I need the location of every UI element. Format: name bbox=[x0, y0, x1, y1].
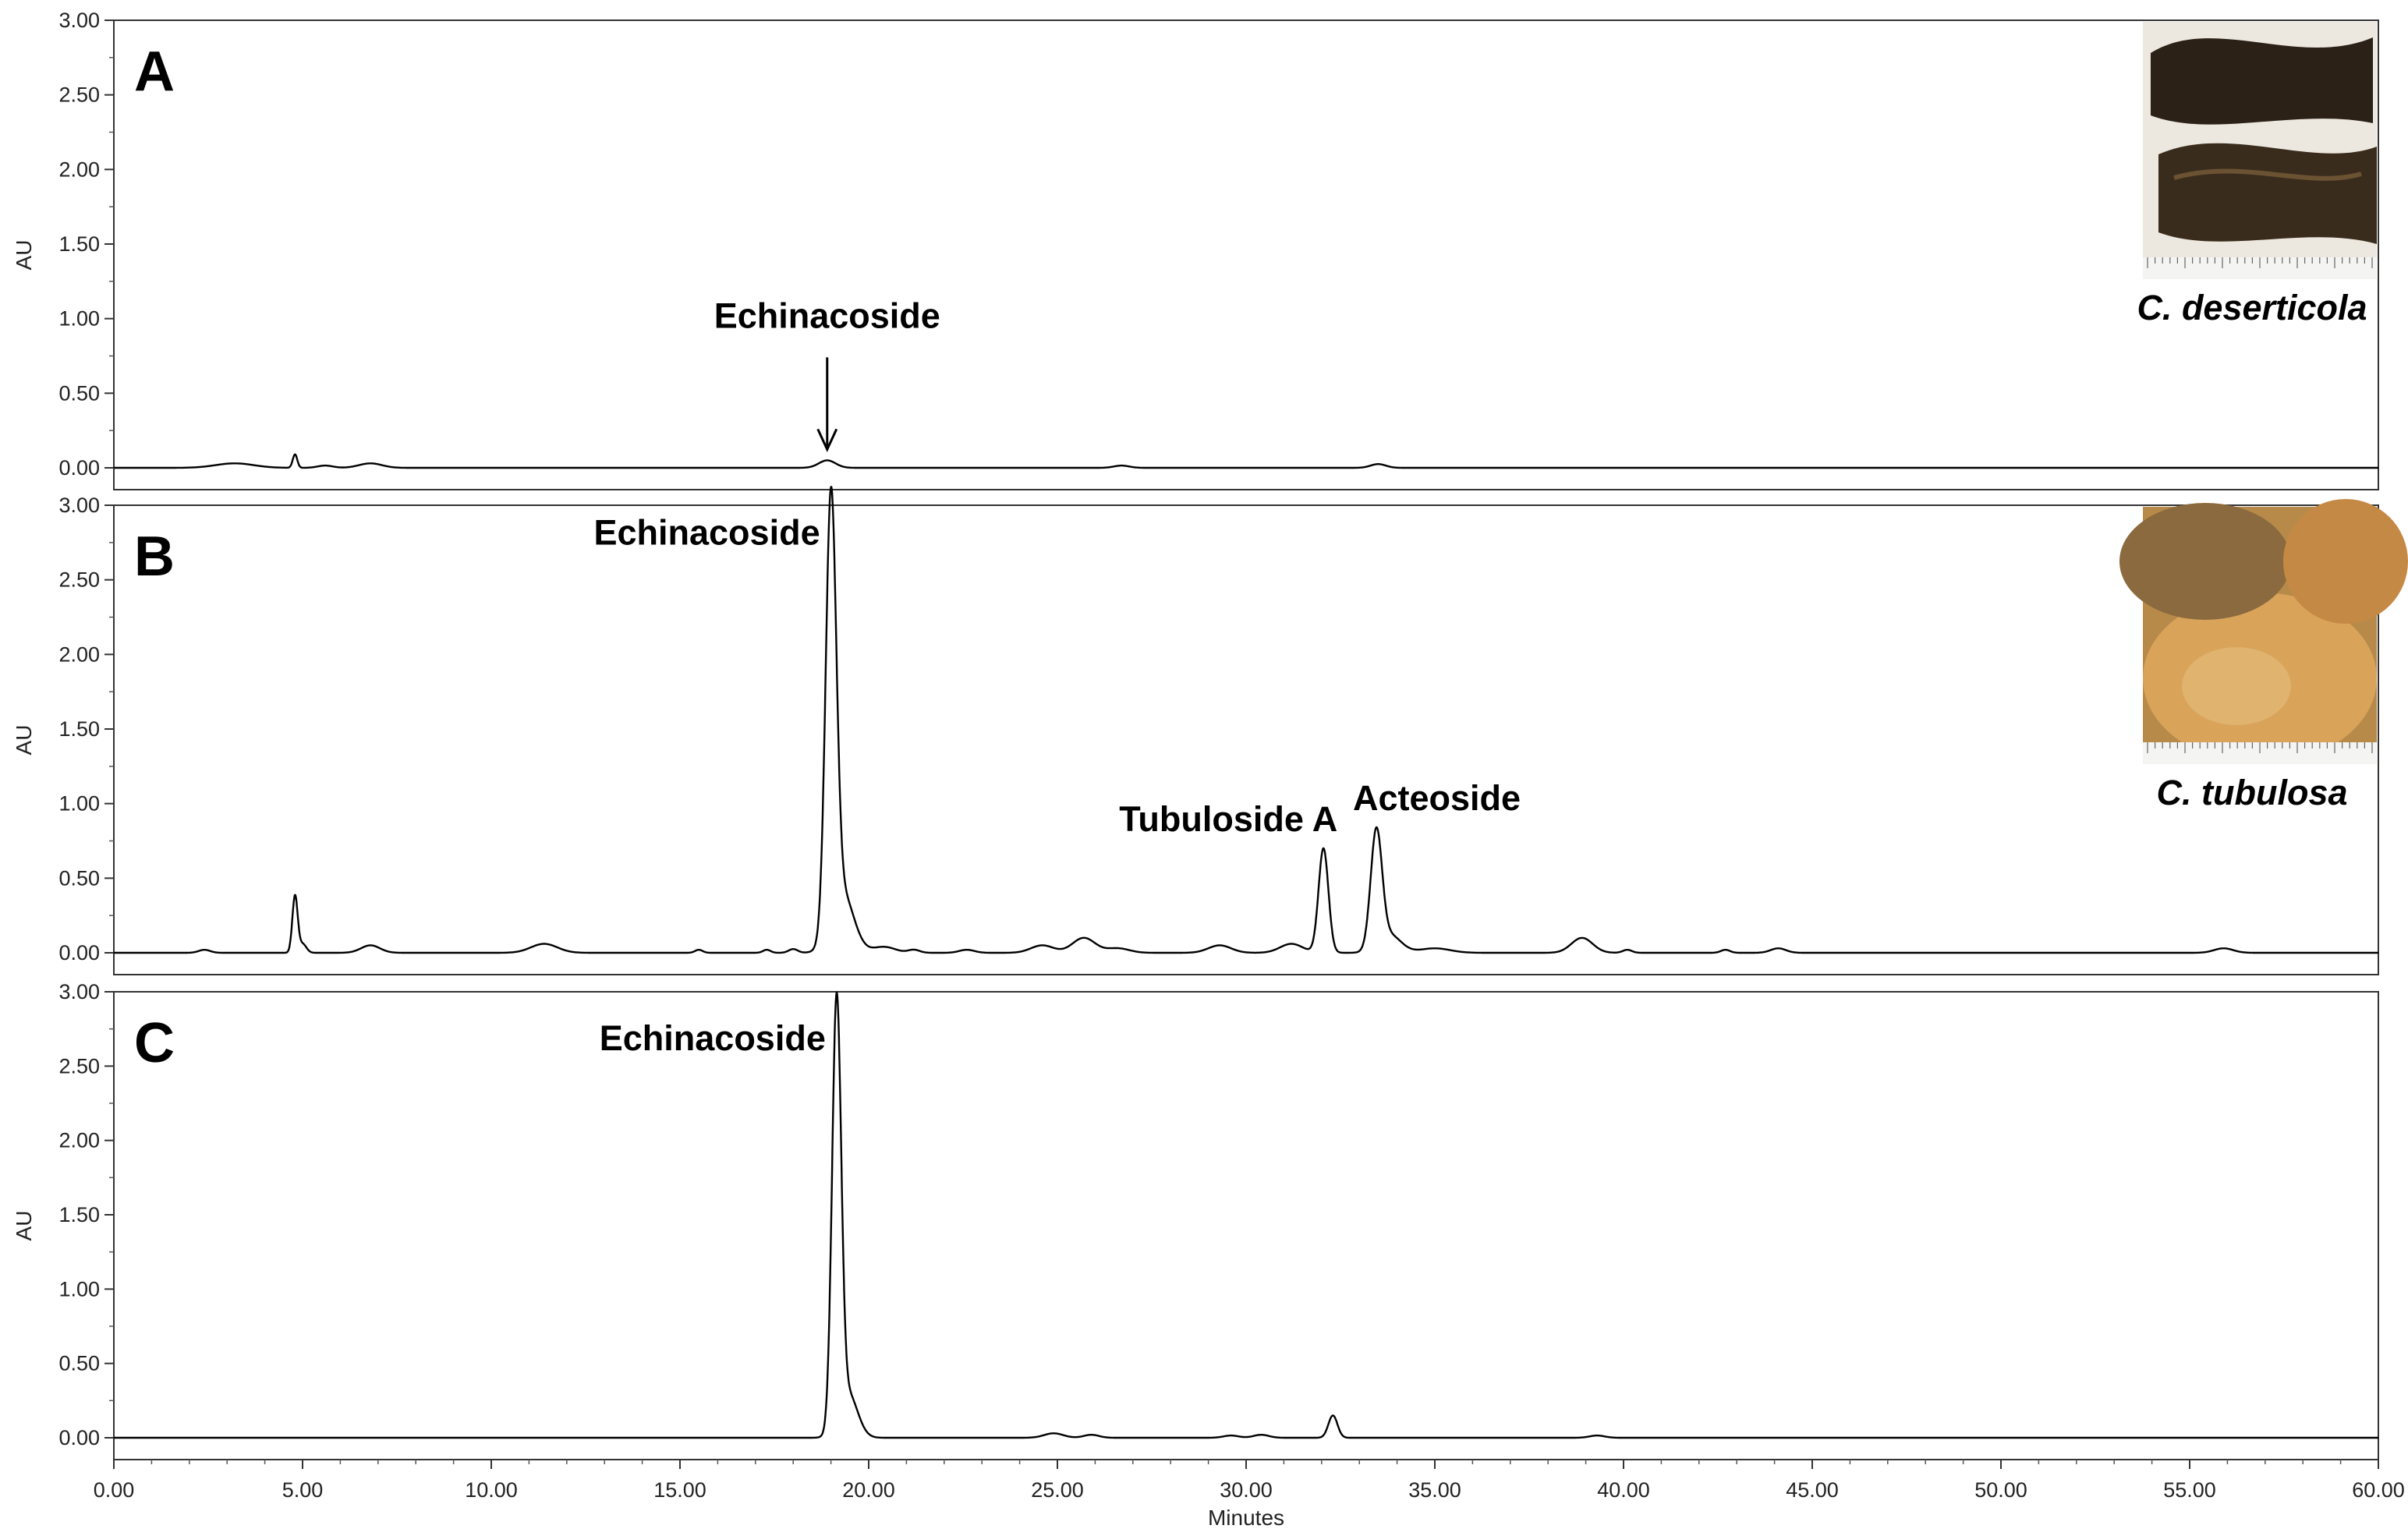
y-axis-title: AU bbox=[12, 725, 36, 756]
plot-frame bbox=[113, 991, 2379, 1460]
x-tick-label: 50.00 bbox=[1974, 1478, 2027, 1502]
y-tick-label: 0.50 bbox=[58, 381, 100, 405]
peak-label: Echinacoside bbox=[714, 296, 940, 335]
panel-c: 0.00 0.50 1.00 1.50 2.00 2.50 3.00 AU C Echinacos… bbox=[12, 980, 2379, 1460]
y-tick-label: 0.50 bbox=[58, 1352, 100, 1375]
annotation-arrow-head bbox=[816, 428, 838, 453]
y-tick-label: 1.50 bbox=[58, 232, 100, 256]
x-axis: 0.00 5.00 10.00 15.00 20.00 25.00 30.00 35.00 40… bbox=[94, 1460, 2405, 1502]
x-axis-title: Minutes bbox=[1208, 1506, 1284, 1530]
x-tick-label: 25.00 bbox=[1031, 1478, 1084, 1502]
y-tick-label: 1.00 bbox=[58, 792, 100, 816]
y-tick-label: 1.00 bbox=[58, 1277, 100, 1301]
chromatogram-trace bbox=[113, 991, 2379, 1439]
x-tick-label: 10.00 bbox=[465, 1478, 518, 1502]
chromatogram-trace bbox=[113, 453, 2379, 469]
peak-label: Echinacoside bbox=[600, 1018, 826, 1058]
y-tick-label: 3.00 bbox=[58, 494, 100, 517]
x-tick-label: 40.00 bbox=[1597, 1478, 1650, 1502]
x-tick-label: 60.00 bbox=[2352, 1478, 2405, 1502]
y-tick-label: 1.50 bbox=[58, 717, 100, 741]
panel-a: 0.00 0.50 1.00 1.50 2.00 2.50 3.00 AU A Echinacos… bbox=[12, 9, 2379, 490]
panel-letter: B bbox=[134, 526, 175, 588]
y-tick-label: 2.50 bbox=[58, 568, 100, 592]
species-label: C. deserticola bbox=[2137, 288, 2367, 327]
x-tick-label: 0.00 bbox=[94, 1478, 135, 1502]
y-axis-title: AU bbox=[12, 240, 36, 271]
chromatogram-trace bbox=[113, 486, 2379, 954]
y-axis-title: AU bbox=[12, 1211, 36, 1241]
y-tick-label: 1.50 bbox=[58, 1203, 100, 1226]
panel-letter: C bbox=[134, 1012, 175, 1074]
dark-dried-stem-photo bbox=[2143, 22, 2377, 279]
y-tick-label: 3.00 bbox=[58, 9, 100, 32]
plot-frame bbox=[113, 19, 2379, 490]
y-tick-label: 0.00 bbox=[58, 456, 100, 480]
y-tick-label: 3.00 bbox=[58, 980, 100, 1003]
y-tick-label: 2.50 bbox=[58, 83, 100, 107]
x-tick-label: 45.00 bbox=[1786, 1478, 1839, 1502]
x-tick-label: 35.00 bbox=[1408, 1478, 1461, 1502]
panels-group: 0.00 0.50 1.00 1.50 2.00 2.50 3.00 AU A Echinacos… bbox=[12, 9, 2408, 1460]
light-tan-slice-photo bbox=[2119, 499, 2408, 764]
y-tick-label: 2.00 bbox=[58, 1129, 100, 1152]
x-tick-label: 30.00 bbox=[1220, 1478, 1273, 1502]
plot-frame bbox=[113, 504, 2379, 975]
y-tick-label: 2.50 bbox=[58, 1054, 100, 1078]
y-tick-label: 1.00 bbox=[58, 307, 100, 331]
y-tick-label: 0.50 bbox=[58, 866, 100, 890]
y-tick-label: 2.00 bbox=[58, 157, 100, 181]
x-tick-label: 20.00 bbox=[842, 1478, 895, 1502]
peak-label: Echinacoside bbox=[593, 513, 820, 553]
panel-b: 0.00 0.50 1.00 1.50 2.00 2.50 3.00 AU B Echinacos… bbox=[12, 486, 2408, 975]
peak-label: Tubuloside A bbox=[1119, 799, 1337, 839]
y-tick-label: 0.00 bbox=[58, 1426, 100, 1449]
y-tick-label: 0.00 bbox=[58, 941, 100, 964]
panel-letter: A bbox=[134, 41, 175, 103]
peak-label: Acteoside bbox=[1353, 778, 1521, 818]
y-tick-label: 2.00 bbox=[58, 642, 100, 666]
x-tick-label: 55.00 bbox=[2163, 1478, 2216, 1502]
species-label: C. tubulosa bbox=[2157, 773, 2348, 812]
x-tick-label: 15.00 bbox=[653, 1478, 706, 1502]
x-tick-label: 5.00 bbox=[282, 1478, 324, 1502]
